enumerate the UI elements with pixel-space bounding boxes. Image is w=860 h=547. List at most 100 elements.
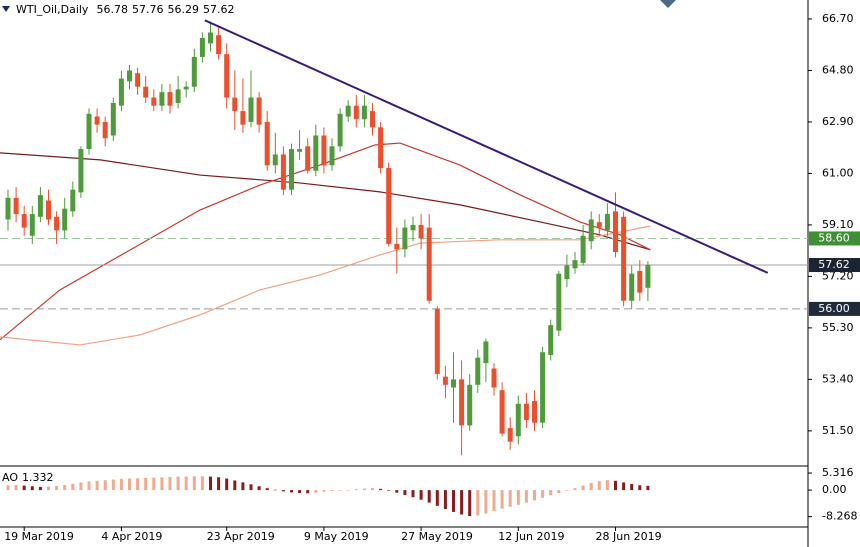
- moving-average: [0, 152, 651, 251]
- candle-body: [402, 227, 408, 250]
- candle-body: [353, 105, 359, 120]
- indicator-bar: [379, 488, 383, 491]
- candle-body: [321, 135, 327, 166]
- candle-body: [5, 197, 11, 220]
- indicator-bar: [419, 490, 423, 500]
- indicator-bar: [6, 485, 10, 491]
- indicator-bar: [549, 490, 553, 496]
- candle-body: [183, 86, 189, 90]
- indicator-bar: [38, 486, 42, 491]
- candle-body: [532, 401, 537, 423]
- indicator-bar: [330, 490, 334, 492]
- candle-body: [62, 208, 68, 231]
- indicator-bar: [484, 490, 488, 514]
- indicator-bar: [103, 480, 107, 491]
- indicator-bar: [71, 483, 75, 491]
- indicator-bar: [638, 485, 642, 491]
- candle-body: [386, 168, 392, 244]
- indicator-tick-label: 0.00: [822, 483, 847, 496]
- candle-body: [240, 111, 246, 125]
- indicator-bar: [508, 490, 512, 507]
- candle-body: [232, 97, 238, 112]
- candle-body: [135, 73, 141, 87]
- indicator-bar: [387, 490, 391, 491]
- indicator-bar: [119, 478, 123, 491]
- indicator-bar: [492, 490, 496, 511]
- candle-body: [199, 37, 205, 57]
- indicator-bar: [581, 485, 585, 491]
- candle-body: [102, 121, 108, 139]
- trendline: [204, 19, 769, 274]
- indicator-bar: [435, 490, 439, 506]
- candle-body: [491, 368, 497, 388]
- candle-body: [78, 149, 84, 193]
- candle-body: [305, 146, 311, 171]
- indicator-bar: [476, 490, 480, 516]
- candle-body: [394, 243, 400, 250]
- candle-body: [629, 273, 635, 301]
- symbol-icon: [2, 6, 10, 12]
- candle-body: [556, 273, 562, 331]
- candle-body: [329, 146, 335, 166]
- candle-body: [70, 189, 76, 212]
- candle-body: [37, 195, 43, 217]
- indicator-bar: [557, 490, 561, 493]
- indicator-bar: [225, 478, 229, 491]
- indicator-bar: [354, 489, 358, 491]
- candle-body: [467, 384, 473, 426]
- indicator-bar: [524, 490, 528, 503]
- candle-body: [118, 78, 124, 106]
- candle-body: [370, 111, 375, 128]
- candle-body: [637, 270, 643, 293]
- y-tick-label: 55.30: [822, 321, 854, 334]
- level-label-box: [809, 301, 860, 316]
- candle-body: [13, 197, 19, 215]
- candle-body: [94, 116, 100, 125]
- moving-average: [0, 142, 651, 341]
- candle-body: [289, 149, 294, 190]
- indicator-bar: [371, 488, 374, 491]
- candle-body: [523, 403, 529, 421]
- candle-body: [540, 352, 546, 423]
- candle-body: [345, 105, 351, 117]
- indicator-bar: [87, 481, 91, 491]
- indicator-bar: [460, 490, 464, 515]
- candle-body: [459, 379, 465, 426]
- candle-body: [127, 70, 132, 82]
- indicator-bar: [427, 490, 431, 503]
- candle-body: [248, 97, 254, 122]
- indicator-bar: [516, 490, 520, 505]
- candle-body: [21, 214, 27, 228]
- indicator-bar: [395, 490, 399, 493]
- candle-body: [613, 211, 618, 253]
- price-label: 57.62: [818, 258, 850, 271]
- candle-body: [596, 222, 602, 228]
- indicator-bar: [338, 490, 342, 491]
- x-tick-label: 9 May 2019: [304, 530, 369, 543]
- indicator-bar: [362, 488, 366, 491]
- candle-body: [110, 102, 116, 136]
- candle-body: [442, 376, 448, 385]
- indicator-bar: [257, 486, 261, 491]
- indicator-bar: [605, 480, 609, 491]
- indicator-bar: [63, 484, 67, 491]
- candle-body: [216, 35, 222, 55]
- candle-body: [264, 121, 270, 166]
- candle-body: [208, 32, 213, 44]
- last-close: 57.62: [203, 3, 235, 16]
- x-tick-label: 4 Apr 2019: [101, 530, 162, 543]
- y-tick-label: 61.00: [822, 166, 854, 179]
- indicator-bar: [346, 490, 350, 491]
- indicator-bar: [533, 490, 536, 501]
- candle-body: [564, 265, 570, 280]
- indicator-bar: [322, 490, 326, 492]
- indicator-bar: [144, 477, 148, 491]
- indicator-bar: [176, 476, 180, 491]
- indicator-bar: [265, 488, 269, 491]
- candle-body: [272, 154, 278, 166]
- candle-body: [86, 113, 92, 150]
- indicator-bar: [500, 490, 504, 509]
- indicator-bar: [192, 476, 196, 491]
- candle-body: [410, 224, 416, 231]
- shift-marker[interactable]: [660, 0, 676, 8]
